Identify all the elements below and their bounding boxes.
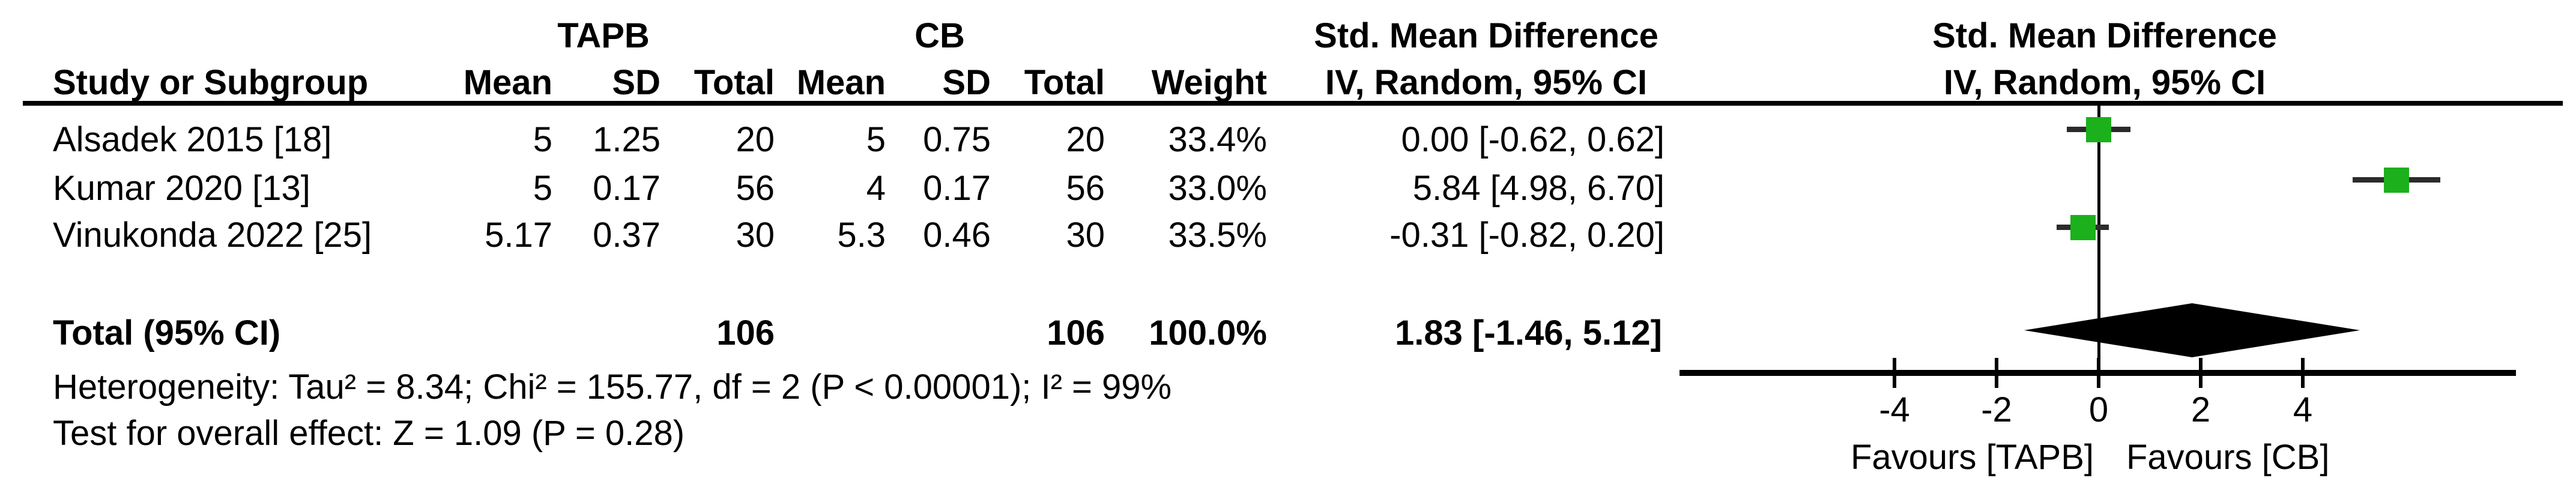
col-header-mean1: Mean [463,63,552,102]
group2-header: CB [915,16,965,55]
ci-plot-subheader: IV, Random, 95% CI [1943,63,2266,102]
study-name: Kumar 2020 [13] [53,169,310,208]
favours-right-label: Favours [CB] [2126,438,2330,477]
x-axis-tick [2097,358,2100,388]
smd-plot-header: Std. Mean Difference [1932,16,2277,55]
smd-column-header: Std. Mean Difference [1314,16,1658,55]
ci-column-subheader: IV, Random, 95% CI [1325,63,1648,102]
ci-text: 0.00 [-0.62, 0.62] [1401,120,1664,159]
heterogeneity-stats: Heterogeneity: Tau² = 8.34; Chi² = 155.7… [53,368,1172,407]
total2-value: 30 [1066,216,1105,255]
weight-value: 33.4% [1168,120,1267,159]
col-header-weight: Weight [1151,63,1267,102]
study-marker [2384,168,2410,193]
mean2-value: 5.3 [837,216,886,255]
col-header-mean2: Mean [796,63,886,102]
x-axis-tick [1893,358,1896,388]
sd1-value: 1.25 [593,120,661,159]
col-header-study: Study or Subgroup [53,63,369,102]
header-underline [23,101,2563,106]
ci-text: 5.84 [4.98, 6.70] [1412,169,1664,208]
col-header-total2: Total [1024,63,1105,102]
study-marker [2070,215,2096,240]
sd2-value: 0.75 [923,120,991,159]
group1-header: TAPB [557,16,650,55]
weight-value: 33.5% [1168,216,1267,255]
overall-effect-test: Test for overall effect: Z = 1.09 (P = 0… [53,414,685,453]
sd1-value: 0.37 [593,216,661,255]
total1-value: 20 [736,120,775,159]
weight-value: 33.0% [1168,169,1267,208]
total2-sum: 106 [1047,313,1105,352]
x-axis-tick-label: -2 [1981,390,2012,429]
col-header-sd1: SD [612,63,661,102]
col-header-sd2: SD [942,63,991,102]
study-marker [2086,117,2111,142]
mean2-value: 5 [866,120,886,159]
study-name: Alsadek 2015 [18] [53,120,332,159]
total-ci-text: 1.83 [-1.46, 5.12] [1395,313,1662,352]
mean1-value: 5 [533,169,552,208]
total-label: Total (95% CI) [53,313,281,352]
total1-value: 30 [736,216,775,255]
mean1-value: 5 [533,120,552,159]
x-axis-tick [1995,358,1998,388]
ci-text: -0.31 [-0.82, 0.20] [1389,216,1664,255]
x-axis-tick-label: 0 [2088,390,2109,429]
x-axis-tick-label: -4 [1879,390,1910,429]
sd2-value: 0.17 [923,169,991,208]
study-name: Vinukonda 2022 [25] [53,216,372,255]
pooled-diamond [2024,303,2360,357]
total2-value: 20 [1066,120,1105,159]
favours-left-label: Favours [TAPB] [1850,438,2094,477]
total1-sum: 106 [716,313,775,352]
x-axis-tick-label: 2 [2191,390,2211,429]
sd1-value: 0.17 [593,169,661,208]
x-axis-tick-label: 4 [2293,390,2313,429]
sd2-value: 0.46 [923,216,991,255]
total1-value: 56 [736,169,775,208]
x-axis-tick [2199,358,2203,388]
mean2-value: 4 [866,169,886,208]
zero-line [2097,106,2100,370]
mean1-value: 5.17 [485,216,552,255]
x-axis-tick [2301,358,2305,388]
total-weight: 100.0% [1149,313,1267,352]
col-header-total1: Total [694,63,775,102]
total2-value: 56 [1066,169,1105,208]
